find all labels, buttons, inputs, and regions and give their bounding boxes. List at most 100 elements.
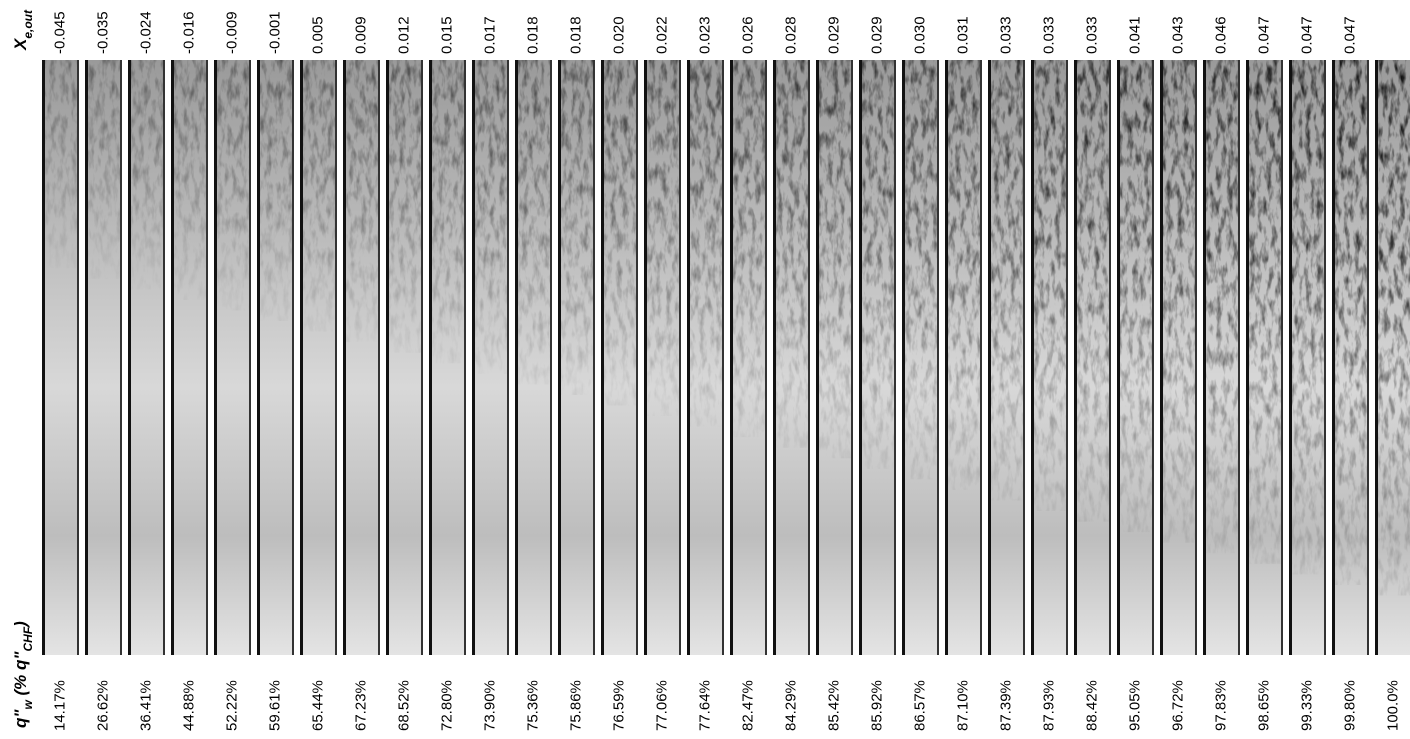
- heat-flux-label: 95.05%: [1126, 680, 1143, 731]
- photo-edge: [1023, 60, 1025, 655]
- photo-edge: [42, 60, 45, 655]
- photo-texture: [1031, 60, 1068, 511]
- quality-label: 0.022: [653, 16, 670, 54]
- heat-flux-label: 84.29%: [782, 680, 799, 731]
- quality-label: -0.045: [51, 11, 68, 54]
- photo-texture: [988, 60, 1025, 500]
- photo-edge: [171, 60, 174, 655]
- photo-edge: [1160, 60, 1163, 655]
- photo-texture: [1289, 60, 1326, 574]
- quality-label: 0.031: [954, 16, 971, 54]
- heat-flux-label: 68.52%: [395, 680, 412, 731]
- quality-label: 0.041: [1126, 16, 1143, 54]
- photo-texture: [1332, 60, 1369, 585]
- photo-edge: [1281, 60, 1283, 655]
- photo-edge: [550, 60, 552, 655]
- quality-label: 0.005: [309, 16, 326, 54]
- photo-edge: [1074, 60, 1077, 655]
- heat-flux-label: 77.64%: [696, 680, 713, 731]
- quality-label: 0.047: [1341, 16, 1358, 54]
- photo-edge: [421, 60, 423, 655]
- photo-edge: [644, 60, 647, 655]
- quality-label: 0.046: [1212, 16, 1229, 54]
- photo-edge: [128, 60, 131, 655]
- photo-edge: [472, 60, 475, 655]
- photo-texture: [1375, 60, 1410, 596]
- photo-edge: [894, 60, 896, 655]
- heat-flux-label: 87.10%: [954, 680, 971, 731]
- quality-label: 0.047: [1298, 16, 1315, 54]
- quality-label: -0.009: [223, 11, 240, 54]
- quality-label: 0.015: [438, 16, 455, 54]
- quality-label: 0.012: [395, 16, 412, 54]
- photo-edge: [1152, 60, 1154, 655]
- photo-texture: [85, 60, 122, 279]
- quality-label: 0.020: [610, 16, 627, 54]
- x-e-out-label: Xe,out: [11, 9, 35, 51]
- heat-flux-label: 76.59%: [610, 680, 627, 731]
- photo-texture: [386, 60, 423, 353]
- heat-flux-label: 65.44%: [309, 680, 326, 731]
- photo-texture: [1160, 60, 1197, 543]
- quality-label: 0.023: [696, 16, 713, 54]
- photo-edge: [765, 60, 767, 655]
- photo-texture: [773, 60, 810, 448]
- photo-texture: [42, 60, 79, 268]
- photo-edge: [687, 60, 690, 655]
- quality-label: 0.033: [1040, 16, 1057, 54]
- quality-label: 0.009: [352, 16, 369, 54]
- photo-edge: [859, 60, 862, 655]
- photo-edge: [1375, 60, 1378, 655]
- photo-edge: [1117, 60, 1120, 655]
- photo-texture: [1074, 60, 1111, 522]
- photo-texture: [257, 60, 294, 321]
- quality-label: -0.035: [94, 11, 111, 54]
- photo-edge: [945, 60, 948, 655]
- photo-texture: [859, 60, 896, 469]
- heat-flux-label: 52.22%: [223, 680, 240, 731]
- photo-texture: [1117, 60, 1154, 532]
- photo-edge: [808, 60, 810, 655]
- photo-edge: [257, 60, 260, 655]
- photo-edge: [214, 60, 217, 655]
- photo-texture: [902, 60, 939, 479]
- photo-edge: [1109, 60, 1111, 655]
- photo-texture: [429, 60, 466, 363]
- photo-texture: [300, 60, 337, 332]
- photo-edge: [988, 60, 991, 655]
- quality-label: -0.001: [266, 11, 283, 54]
- photo-edge: [464, 60, 466, 655]
- photo-edge: [507, 60, 509, 655]
- heat-flux-label: 36.41%: [137, 680, 154, 731]
- heat-flux-label: 72.80%: [438, 680, 455, 731]
- quality-label: 0.026: [739, 16, 756, 54]
- photo-edge: [343, 60, 346, 655]
- photo-texture: [644, 60, 681, 416]
- photo-edge: [335, 60, 337, 655]
- quality-label: 0.033: [997, 16, 1014, 54]
- photo-edge: [77, 60, 79, 655]
- photo-texture: [1203, 60, 1240, 553]
- heat-flux-label: 75.36%: [524, 680, 541, 731]
- photo-edge: [851, 60, 853, 655]
- heat-flux-label: 73.90%: [481, 680, 498, 731]
- heat-flux-label: q"w (% q"CHF): [11, 621, 35, 728]
- photo-edge: [1332, 60, 1335, 655]
- photo-edge: [937, 60, 939, 655]
- heat-flux-label: 100.0%: [1384, 680, 1401, 731]
- photo-edge: [206, 60, 208, 655]
- heat-flux-label: 67.23%: [352, 680, 369, 731]
- photo-edge: [1238, 60, 1240, 655]
- photo-edge: [980, 60, 982, 655]
- photo-texture: [687, 60, 724, 427]
- photo-edge: [378, 60, 380, 655]
- heat-flux-label: 85.42%: [825, 680, 842, 731]
- photo-edge: [292, 60, 294, 655]
- quality-label: 0.017: [481, 16, 498, 54]
- photo-texture: [1246, 60, 1283, 564]
- photo-edge: [1324, 60, 1326, 655]
- photo-texture: [601, 60, 638, 405]
- heat-flux-label: 98.65%: [1255, 680, 1272, 731]
- photo-edge: [773, 60, 776, 655]
- photo-edge: [1195, 60, 1197, 655]
